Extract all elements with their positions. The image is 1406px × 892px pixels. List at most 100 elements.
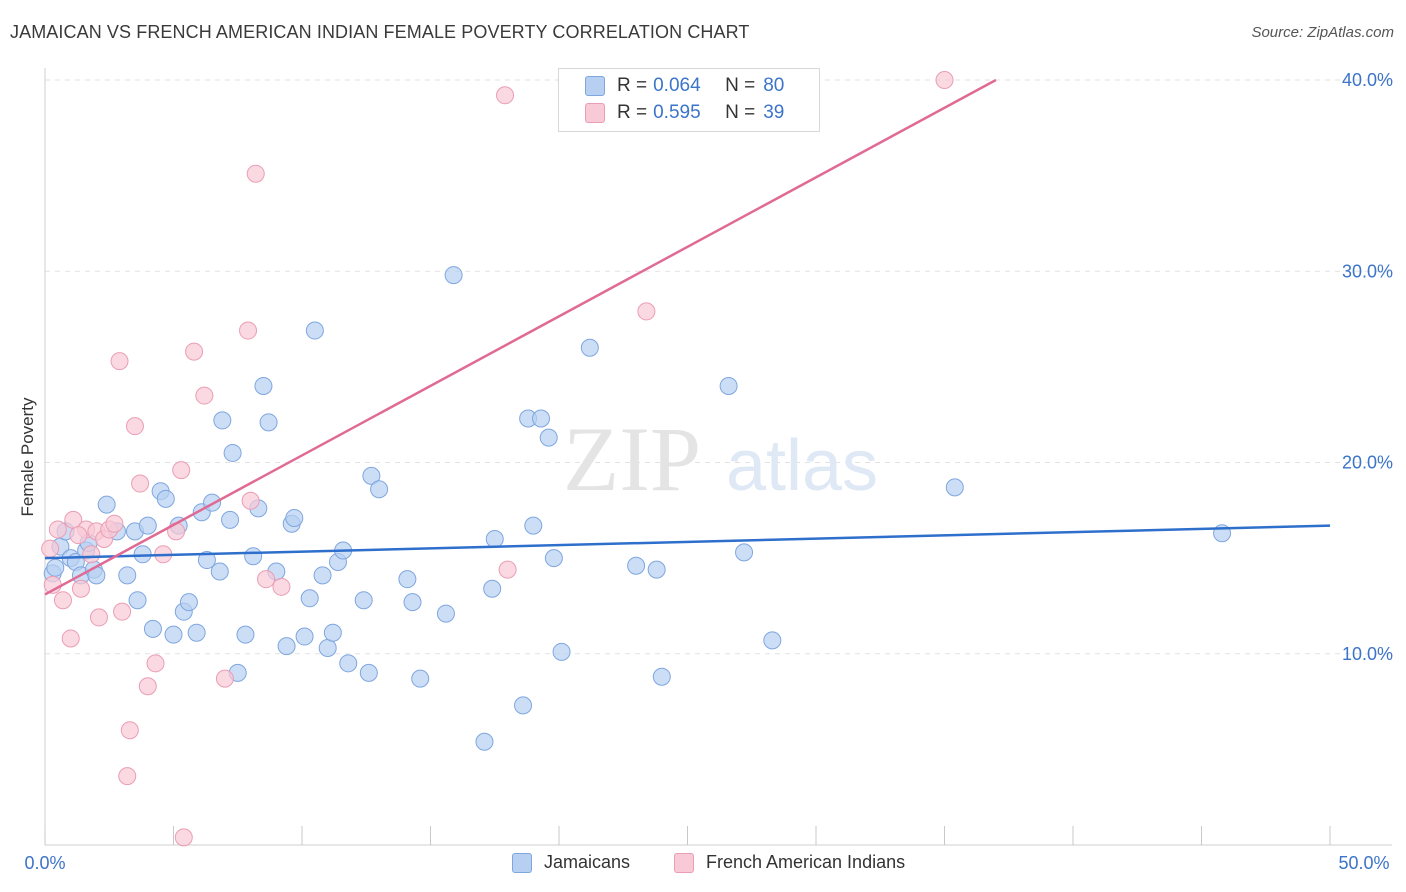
- data-point-jamaicans: [719, 377, 738, 395]
- legend-row-french-american-indians: R = 0.595 N = 39: [585, 100, 784, 126]
- axes: [44, 68, 1392, 846]
- data-point-french-american-indians: [138, 677, 157, 696]
- data-point-jamaicans: [652, 667, 671, 686]
- y-tick-label: 40.0%: [1342, 70, 1393, 90]
- chart-title: JAMAICAN VS FRENCH AMERICAN INDIAN FEMAL…: [10, 22, 750, 42]
- data-point-french-american-indians: [105, 514, 124, 533]
- watermark-zip: ZIP: [563, 408, 701, 510]
- data-point-jamaicans: [627, 556, 646, 575]
- data-point-jamaicans: [213, 411, 232, 430]
- data-point-jamaicans: [359, 663, 378, 682]
- data-point-french-american-indians: [113, 602, 132, 621]
- data-point-jamaicans: [285, 508, 304, 527]
- data-point-jamaicans: [436, 604, 455, 623]
- data-point-jamaicans: [318, 639, 337, 658]
- data-point-french-american-indians: [41, 539, 60, 558]
- legend-r-value: 0.595: [653, 102, 701, 123]
- data-point-jamaicans: [223, 443, 242, 462]
- y-tick-labels: 10.0% 20.0% 30.0% 40.0%: [1342, 70, 1393, 664]
- data-point-french-american-indians: [496, 86, 515, 105]
- data-point-french-american-indians: [110, 352, 129, 371]
- data-point-french-american-indians: [498, 560, 517, 579]
- trend-lines: [44, 78, 1331, 596]
- data-point-jamaicans: [323, 623, 342, 642]
- data-point-jamaicans: [305, 321, 324, 340]
- trend-line-french-american-indians: [44, 78, 997, 596]
- y-tick-label: 20.0%: [1342, 453, 1393, 473]
- data-point-french-american-indians: [82, 545, 101, 564]
- data-point-jamaicans: [259, 413, 278, 432]
- data-point-french-american-indians: [89, 608, 108, 627]
- data-point-jamaicans: [532, 409, 551, 428]
- data-point-jamaicans: [398, 570, 417, 589]
- data-point-french-american-indians: [637, 302, 656, 321]
- legend-n-label: N =: [725, 102, 756, 123]
- data-point-french-american-indians: [61, 629, 80, 648]
- legend-swatch-blue: [585, 76, 605, 96]
- data-point-jamaicans: [539, 428, 558, 447]
- y-tick-label: 30.0%: [1342, 261, 1393, 281]
- data-point-jamaicans: [403, 593, 422, 612]
- legend-swatch-pink: [585, 103, 605, 123]
- legend-row-jamaicans: R = 0.064 N = 80: [585, 73, 784, 99]
- data-point-french-american-indians: [146, 654, 165, 673]
- x-tick-label: 50.0%: [1338, 853, 1389, 873]
- legend-swatch-pink: [674, 852, 694, 873]
- data-point-jamaicans: [483, 579, 502, 598]
- data-point-french-american-indians: [239, 321, 258, 340]
- data-point-french-american-indians: [246, 164, 265, 183]
- x-tick-label: 0.0%: [24, 853, 65, 873]
- trend-line-jamaicans: [44, 524, 1331, 560]
- legend-item-french-american-indians[interactable]: French American Indians: [674, 852, 905, 873]
- data-point-french-american-indians: [120, 721, 139, 740]
- data-point-jamaicans: [179, 593, 198, 612]
- data-point-french-american-indians: [71, 579, 90, 598]
- legend-item-jamaicans[interactable]: Jamaicans: [512, 852, 630, 873]
- legend-n-value: 80: [763, 75, 785, 96]
- data-point-jamaicans: [313, 566, 332, 585]
- watermark: ZIP atlas: [563, 408, 878, 510]
- data-point-french-american-indians: [935, 71, 954, 89]
- data-point-french-american-indians: [185, 342, 204, 361]
- legend-swatch-blue: [512, 852, 532, 873]
- series-jamaicans-points: [43, 266, 1232, 751]
- data-point-french-american-indians: [118, 767, 137, 786]
- data-point-jamaicans: [475, 732, 494, 751]
- data-point-jamaicans: [138, 516, 157, 535]
- legend-r-value: 0.064: [653, 75, 701, 96]
- data-point-french-american-indians: [215, 669, 234, 688]
- data-point-jamaicans: [164, 625, 183, 644]
- data-point-jamaicans: [128, 591, 147, 610]
- legend-r-label: R =: [617, 75, 648, 96]
- data-point-jamaicans: [97, 495, 116, 514]
- data-point-jamaicans: [514, 696, 533, 715]
- data-point-jamaicans: [444, 266, 463, 285]
- data-point-french-american-indians: [172, 461, 191, 480]
- data-point-jamaicans: [236, 625, 255, 644]
- data-point-jamaicans: [370, 480, 389, 499]
- data-point-jamaicans: [118, 566, 137, 585]
- data-point-jamaicans: [244, 547, 263, 566]
- data-point-jamaicans: [277, 637, 296, 656]
- data-point-jamaicans: [254, 377, 273, 395]
- data-point-jamaicans: [763, 631, 782, 650]
- legend-n-value: 39: [763, 102, 785, 123]
- data-point-jamaicans: [647, 560, 666, 579]
- data-point-french-american-indians: [131, 474, 150, 493]
- legend-label-french-american-indians: French American Indians: [706, 852, 906, 872]
- data-point-jamaicans: [735, 543, 754, 562]
- legend-label-jamaicans: Jamaicans: [544, 852, 631, 872]
- legend-n-label: N =: [725, 75, 756, 96]
- legend-r-label: R =: [617, 102, 648, 123]
- data-point-jamaicans: [580, 338, 599, 357]
- data-point-french-american-indians: [257, 570, 276, 589]
- data-point-french-american-indians: [195, 386, 214, 405]
- data-point-jamaicans: [187, 623, 206, 642]
- y-tick-label: 10.0%: [1342, 644, 1393, 664]
- data-point-jamaicans: [945, 478, 964, 497]
- data-point-jamaicans: [156, 489, 175, 508]
- data-point-jamaicans: [221, 510, 240, 529]
- data-point-jamaicans: [524, 516, 543, 535]
- data-point-jamaicans: [485, 530, 504, 548]
